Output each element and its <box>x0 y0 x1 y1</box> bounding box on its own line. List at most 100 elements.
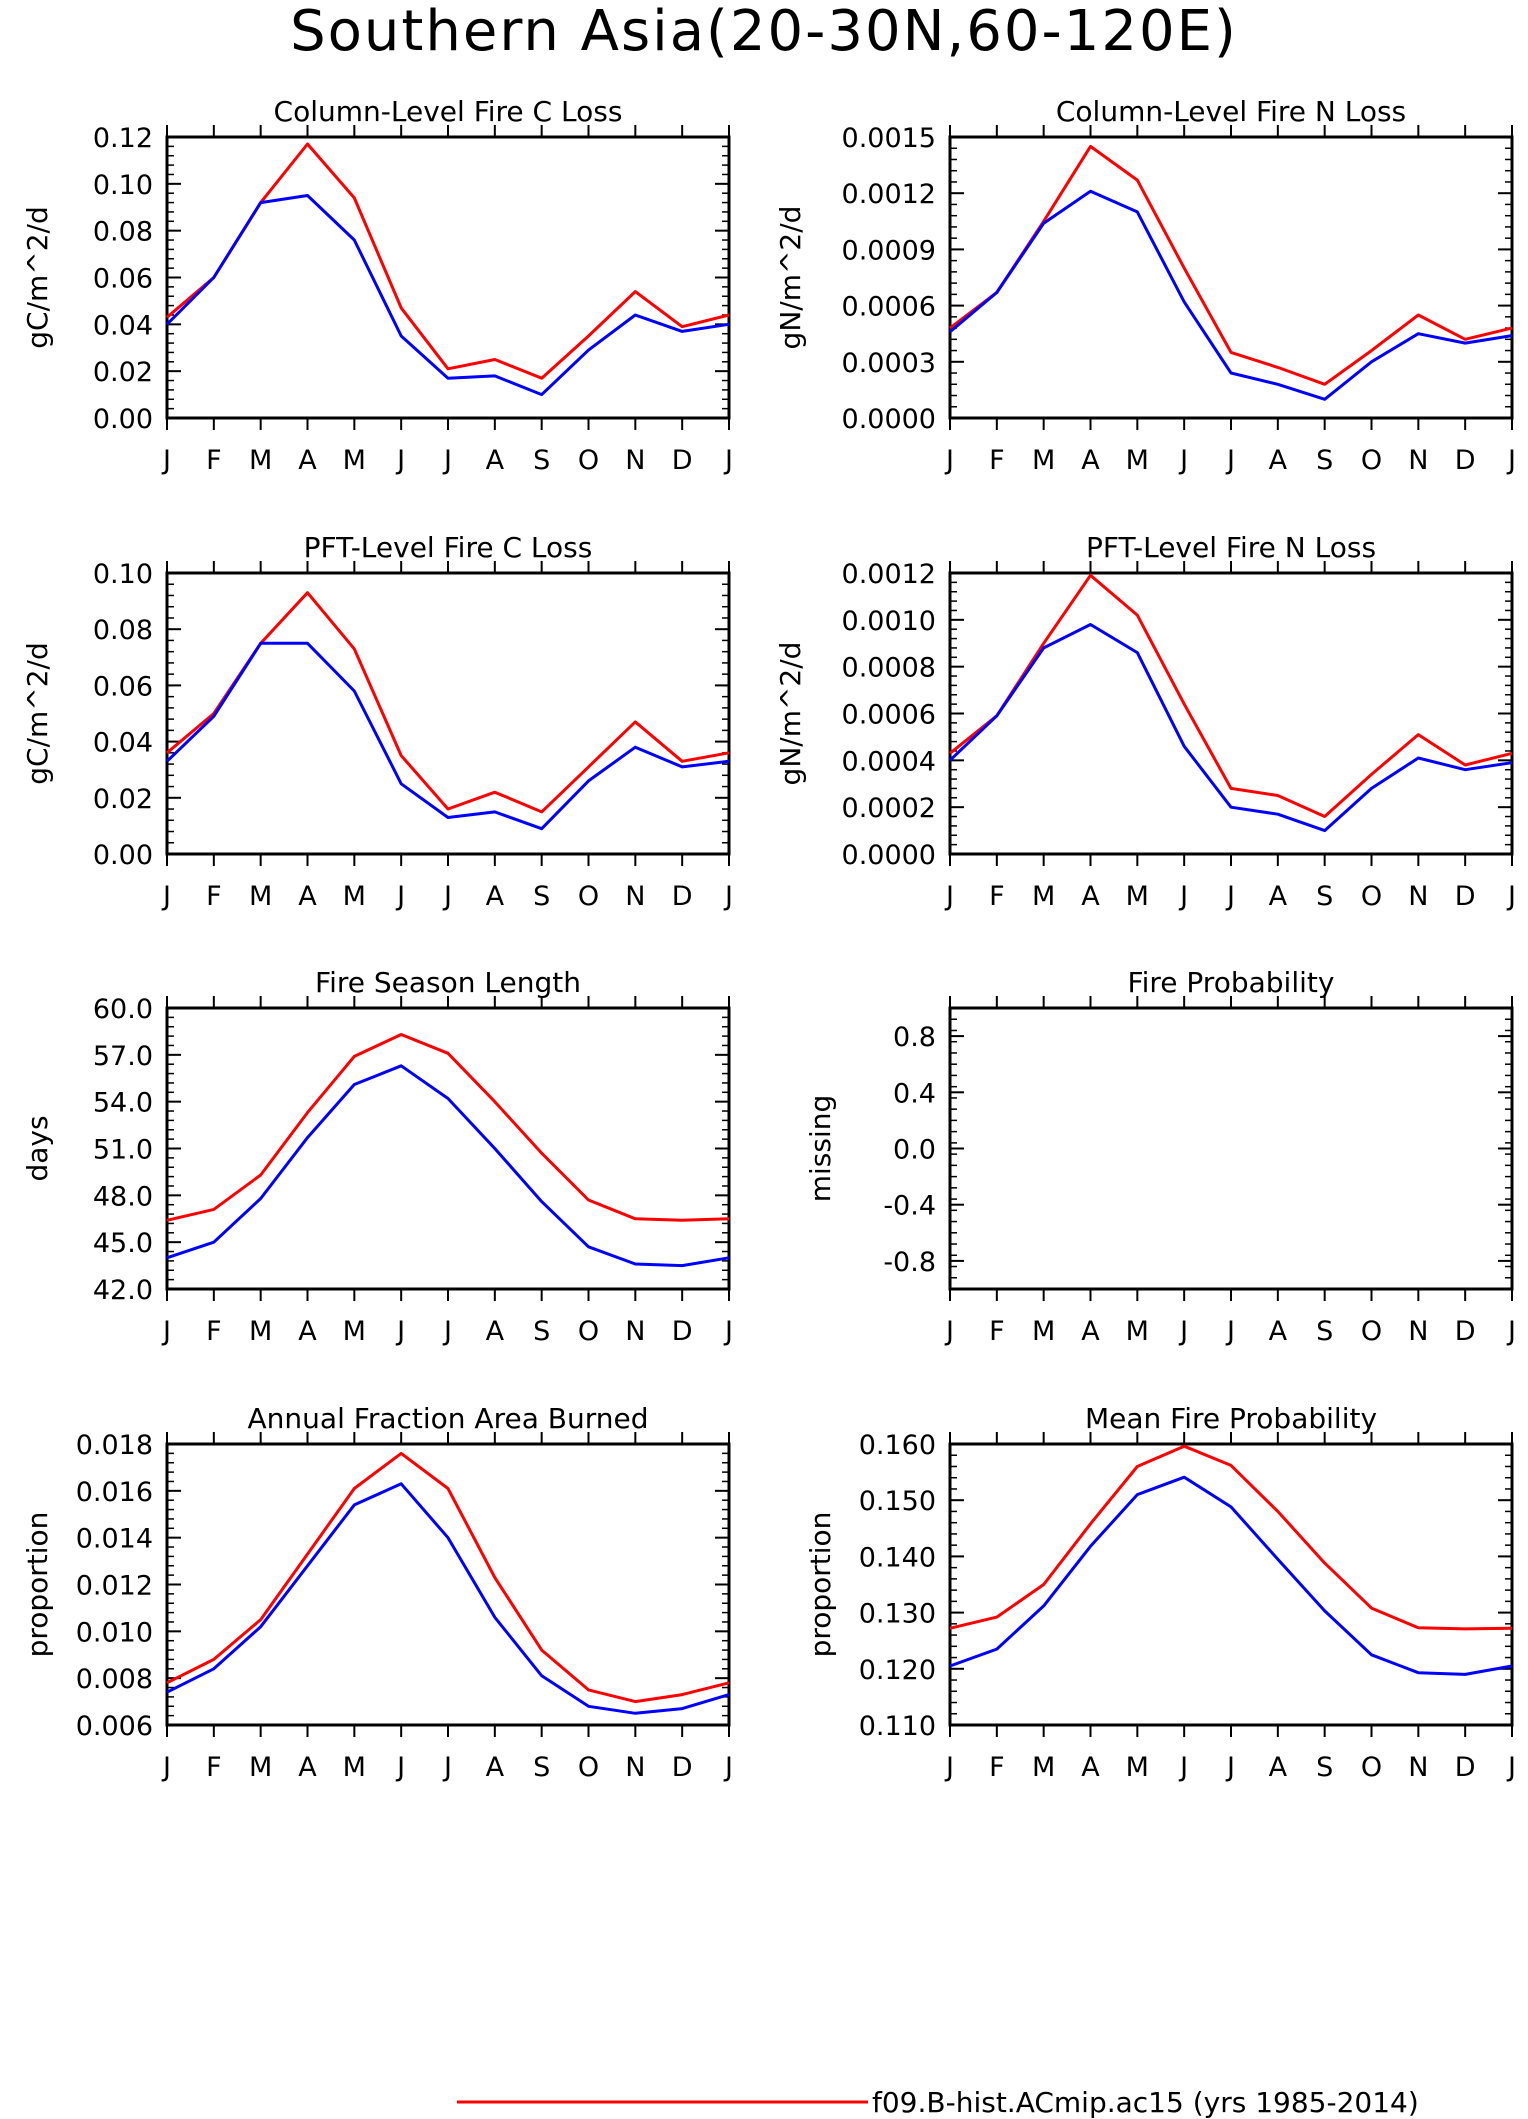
panel-title: Column-Level Fire N Loss <box>1056 95 1406 128</box>
x-tick-label: N <box>625 1752 645 1783</box>
panel-5: Fire Season Length days 42.0 45.0 48.0 51.0 54… <box>21 966 733 1347</box>
x-tick-label: J <box>1225 1316 1235 1347</box>
x-tick-label: S <box>1316 445 1333 476</box>
y-axis-label: gN/m^2/d <box>774 206 807 350</box>
x-tick-label: J <box>1506 881 1516 912</box>
x-tick-label: S <box>533 1316 550 1347</box>
series-line-blue <box>166 1064 730 1268</box>
x-tick-label: N <box>1408 1752 1428 1783</box>
y-axis-label: missing <box>804 1095 837 1203</box>
x-tick-label: D <box>1455 445 1476 476</box>
panel-6: Fire Probability missing -0.8 -0.4 0.0 0.4 0.8… <box>804 966 1516 1347</box>
y-tick-label: 0.0012 <box>842 559 936 590</box>
y-tick-label: 0.0015 <box>842 123 936 154</box>
plot-frame <box>948 571 1514 856</box>
y-tick-label: 0.10 <box>93 559 153 590</box>
x-tick-label: J <box>1225 445 1235 476</box>
y-tick-label: 0.00 <box>93 404 153 435</box>
panel-title: PFT-Level Fire C Loss <box>304 531 593 564</box>
x-tick-label: A <box>486 445 505 476</box>
series-line-red <box>166 142 730 380</box>
y-tick-label: 0.08 <box>93 615 153 646</box>
x-tick-label: J <box>395 1316 405 1347</box>
panel-title: Annual Fraction Area Burned <box>248 1402 649 1435</box>
series-line-red <box>949 144 1513 386</box>
x-tick-label: O <box>578 445 599 476</box>
x-tick-label: D <box>672 1316 693 1347</box>
y-tick-label: 0.4 <box>893 1078 936 1109</box>
x-tick-label: F <box>989 881 1005 912</box>
y-tick-label: 0.04 <box>93 310 153 341</box>
x-tick-label: D <box>1455 1316 1476 1347</box>
y-tick-label: 45.0 <box>93 1228 153 1259</box>
x-tick-label: M <box>1126 1752 1149 1783</box>
x-tick-label: A <box>486 1752 505 1783</box>
y-axis-label: days <box>21 1115 54 1181</box>
x-tick-label: J <box>395 881 405 912</box>
x-tick-label: A <box>1081 445 1100 476</box>
x-tick-label: M <box>249 445 272 476</box>
x-tick-label: F <box>989 445 1005 476</box>
x-tick-label: M <box>1126 1316 1149 1347</box>
y-tick-label: 0.110 <box>859 1711 936 1742</box>
x-tick-label: J <box>1178 1316 1188 1347</box>
plot-frame <box>165 1442 731 1727</box>
x-tick-label: M <box>343 881 366 912</box>
y-tick-label: 0.0006 <box>842 700 936 731</box>
y-tick-label: 60.0 <box>93 994 153 1025</box>
y-tick-label: 0.130 <box>859 1599 936 1630</box>
y-tick-label: 0.06 <box>93 671 153 702</box>
x-tick-label: J <box>161 881 171 912</box>
x-tick-label: O <box>1361 445 1382 476</box>
panel-4: PFT-Level Fire N Loss gN/m^2/d 0.0000 0.000… <box>774 531 1516 912</box>
y-tick-label: 0.150 <box>859 1486 936 1517</box>
y-tick-label: 0.0 <box>893 1135 936 1166</box>
plot-frame <box>948 1442 1514 1727</box>
panel-7: Annual Fraction Area Burned proportion 0.0… <box>21 1402 733 1783</box>
y-tick-label: 0.0000 <box>842 404 936 435</box>
legend-label: f09.B-hist.ACmip.ac15 (yrs 1985-2014) <box>872 2086 1419 2119</box>
x-tick-label: J <box>442 445 452 476</box>
x-tick-label: J <box>1506 1752 1516 1783</box>
series-line-blue <box>165 641 730 831</box>
y-tick-label: 0.140 <box>859 1542 936 1573</box>
x-tick-label: J <box>442 1752 452 1783</box>
y-axis-label: gN/m^2/d <box>774 642 807 786</box>
y-tick-label: 0.0006 <box>842 292 936 323</box>
y-axis-label: proportion <box>804 1512 837 1658</box>
x-tick-label: D <box>672 1752 693 1783</box>
y-tick-label: 0.04 <box>93 728 153 759</box>
x-tick-label: O <box>1361 1316 1382 1347</box>
x-tick-label: M <box>1032 1752 1055 1783</box>
x-tick-label: M <box>249 1316 272 1347</box>
x-tick-label: M <box>1032 1316 1055 1347</box>
series-line-red <box>949 573 1513 818</box>
y-tick-label: 42.0 <box>93 1275 153 1306</box>
legend: f09.B-hist.ACmip.ac15 (yrs 1985-2014) <box>457 2086 1419 2119</box>
y-axis-label: gC/m^2/d <box>21 206 54 349</box>
panels: Column-Level Fire C Loss gC/m^2/d 0.00 0.02… <box>21 95 1516 1783</box>
series-line-red <box>949 1444 1513 1631</box>
x-tick-label: N <box>625 1316 645 1347</box>
x-tick-label: J <box>161 1752 171 1783</box>
y-tick-label: 0.016 <box>76 1477 153 1508</box>
x-tick-label: N <box>1408 881 1428 912</box>
x-tick-label: N <box>625 881 645 912</box>
y-tick-label: 0.006 <box>76 1711 153 1742</box>
x-tick-label: A <box>1269 881 1288 912</box>
y-tick-label: 51.0 <box>93 1135 153 1166</box>
panel-title: Fire Season Length <box>315 966 581 999</box>
x-tick-label: J <box>723 445 733 476</box>
y-tick-label: 0.0000 <box>842 840 936 871</box>
x-tick-label: A <box>1081 881 1100 912</box>
x-tick-label: O <box>1361 881 1382 912</box>
x-tick-label: J <box>1178 1752 1188 1783</box>
x-tick-label: M <box>249 881 272 912</box>
y-tick-label: 0.0012 <box>842 179 936 210</box>
x-tick-label: J <box>1225 881 1235 912</box>
x-tick-label: A <box>298 1752 317 1783</box>
y-tick-label: 0.0009 <box>842 235 936 266</box>
x-tick-label: O <box>1361 1752 1382 1783</box>
y-tick-label: 57.0 <box>93 1041 153 1072</box>
